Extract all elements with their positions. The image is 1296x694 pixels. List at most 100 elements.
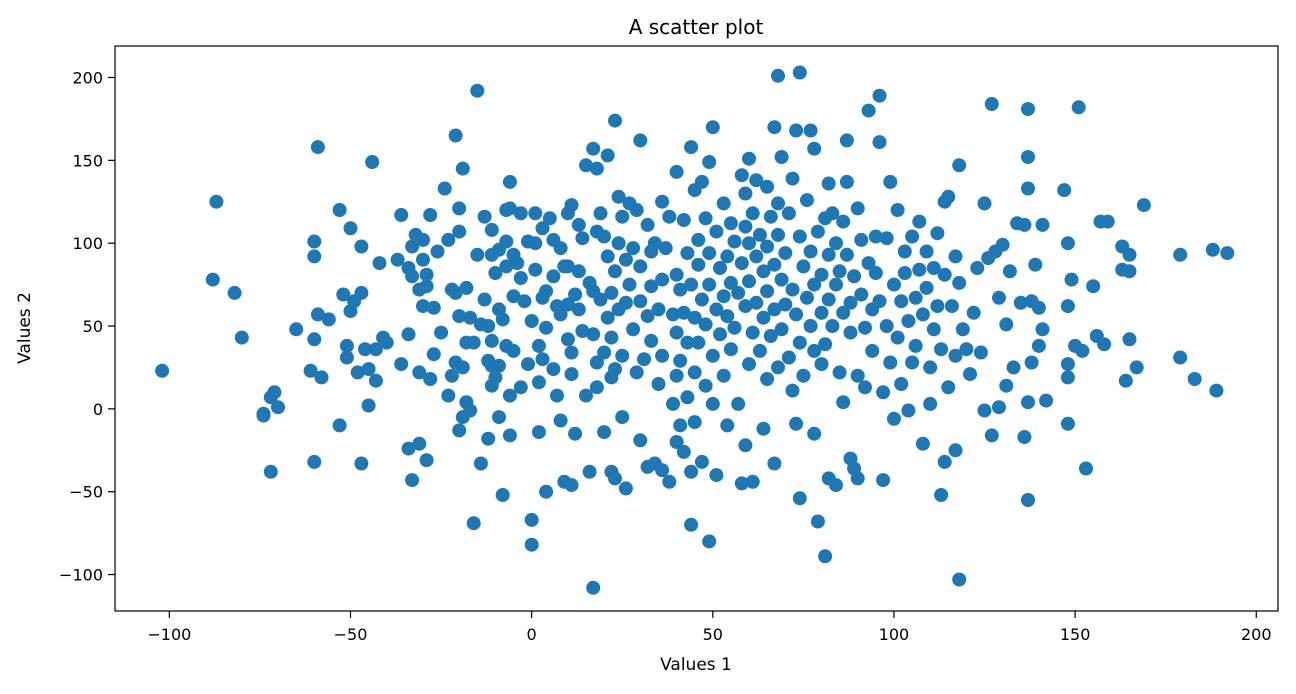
scatter-point xyxy=(738,186,753,201)
scatter-point xyxy=(959,342,974,357)
scatter-point xyxy=(861,256,876,271)
scatter-point xyxy=(680,335,695,350)
scatter-point xyxy=(419,267,434,282)
scatter-point xyxy=(731,396,746,411)
scatter-point xyxy=(742,151,756,166)
scatter-point xyxy=(756,264,771,279)
scatter-point xyxy=(1136,198,1151,213)
scatter-point xyxy=(600,249,615,264)
scatter-point xyxy=(626,241,641,256)
scatter-point xyxy=(832,365,847,380)
scatter-point xyxy=(622,277,637,292)
scatter-point xyxy=(952,158,967,173)
scatter-point xyxy=(593,292,608,307)
scatter-point xyxy=(952,275,967,290)
scatter-point xyxy=(669,164,684,179)
scatter-point xyxy=(553,307,568,322)
scatter-point xyxy=(513,206,528,221)
scatter-point xyxy=(506,343,521,358)
scatter-point xyxy=(582,464,597,479)
scatter-point xyxy=(586,327,601,342)
scatter-point xyxy=(984,428,999,443)
scatter-point xyxy=(589,380,604,395)
scatter-point xyxy=(872,88,887,103)
scatter-point xyxy=(814,305,829,320)
scatter-point xyxy=(455,360,470,375)
scatter-point xyxy=(307,234,322,249)
scatter-point xyxy=(879,231,894,246)
scatter-point xyxy=(716,289,731,304)
scatter-point xyxy=(618,481,633,496)
scatter-point xyxy=(926,261,941,275)
scatter-point xyxy=(1039,393,1054,408)
scatter-point xyxy=(423,372,438,386)
scatter-point xyxy=(521,357,535,372)
scatter-point xyxy=(1035,322,1050,337)
scatter-point xyxy=(796,259,811,274)
scatter-point xyxy=(785,383,800,398)
scatter-point xyxy=(727,234,742,249)
scatter-point xyxy=(655,348,670,363)
scatter-point xyxy=(535,221,550,236)
scatter-point xyxy=(564,345,579,360)
scatter-point xyxy=(756,421,771,436)
scatter-point xyxy=(1079,461,1093,476)
scatter-point xyxy=(441,232,456,247)
scatter-point xyxy=(513,271,528,285)
scatter-point xyxy=(401,441,416,456)
scatter-point xyxy=(267,385,282,400)
scatter-point xyxy=(332,203,347,217)
scatter-point xyxy=(792,491,807,506)
scatter-point xyxy=(484,222,499,237)
scatter-point xyxy=(531,375,546,390)
scatter-point xyxy=(752,343,767,358)
scatter-point xyxy=(836,214,851,229)
scatter-point xyxy=(633,259,648,274)
scatter-point xyxy=(709,468,724,483)
scatter-point xyxy=(1173,350,1188,365)
scatter-point xyxy=(626,322,641,337)
scatter-point xyxy=(419,279,434,294)
scatter-point xyxy=(785,171,800,186)
scatter-point xyxy=(553,413,568,428)
scatter-point xyxy=(723,275,738,290)
scatter-point xyxy=(463,310,478,325)
scatter-point xyxy=(1021,181,1035,196)
scatter-point xyxy=(629,203,644,217)
scatter-point xyxy=(926,322,941,337)
scatter-point xyxy=(923,396,938,411)
scatter-point xyxy=(992,400,1006,415)
scatter-point xyxy=(742,274,756,289)
scatter-point xyxy=(767,456,782,471)
scatter-point xyxy=(850,471,865,486)
scatter-point xyxy=(669,267,684,282)
scatter-point xyxy=(227,285,242,300)
scatter-point xyxy=(611,236,626,251)
scatter-point xyxy=(426,347,441,362)
scatter-point xyxy=(1173,247,1188,262)
scatter-point xyxy=(839,174,854,189)
scatter-point xyxy=(1118,373,1133,388)
scatter-point xyxy=(705,120,720,135)
scatter-point xyxy=(658,241,673,256)
scatter-point xyxy=(662,474,677,489)
scatter-point xyxy=(655,194,670,209)
x-tick-label: 100 xyxy=(879,625,910,644)
scatter-point xyxy=(839,133,854,148)
scatter-point xyxy=(691,257,706,272)
scatter-point xyxy=(941,380,956,395)
scatter-point xyxy=(1006,360,1021,375)
scatter-point xyxy=(901,403,916,418)
scatter-point xyxy=(452,201,467,216)
scatter-point xyxy=(800,193,814,208)
scatter-point xyxy=(354,239,369,254)
scatter-point xyxy=(771,227,785,242)
scatter-point xyxy=(542,211,557,226)
scatter-point xyxy=(720,418,735,433)
scatter-point xyxy=(702,277,717,292)
scatter-point xyxy=(647,236,662,251)
scatter-point xyxy=(760,239,775,254)
scatter-point xyxy=(905,355,920,370)
scatter-point xyxy=(499,234,514,249)
